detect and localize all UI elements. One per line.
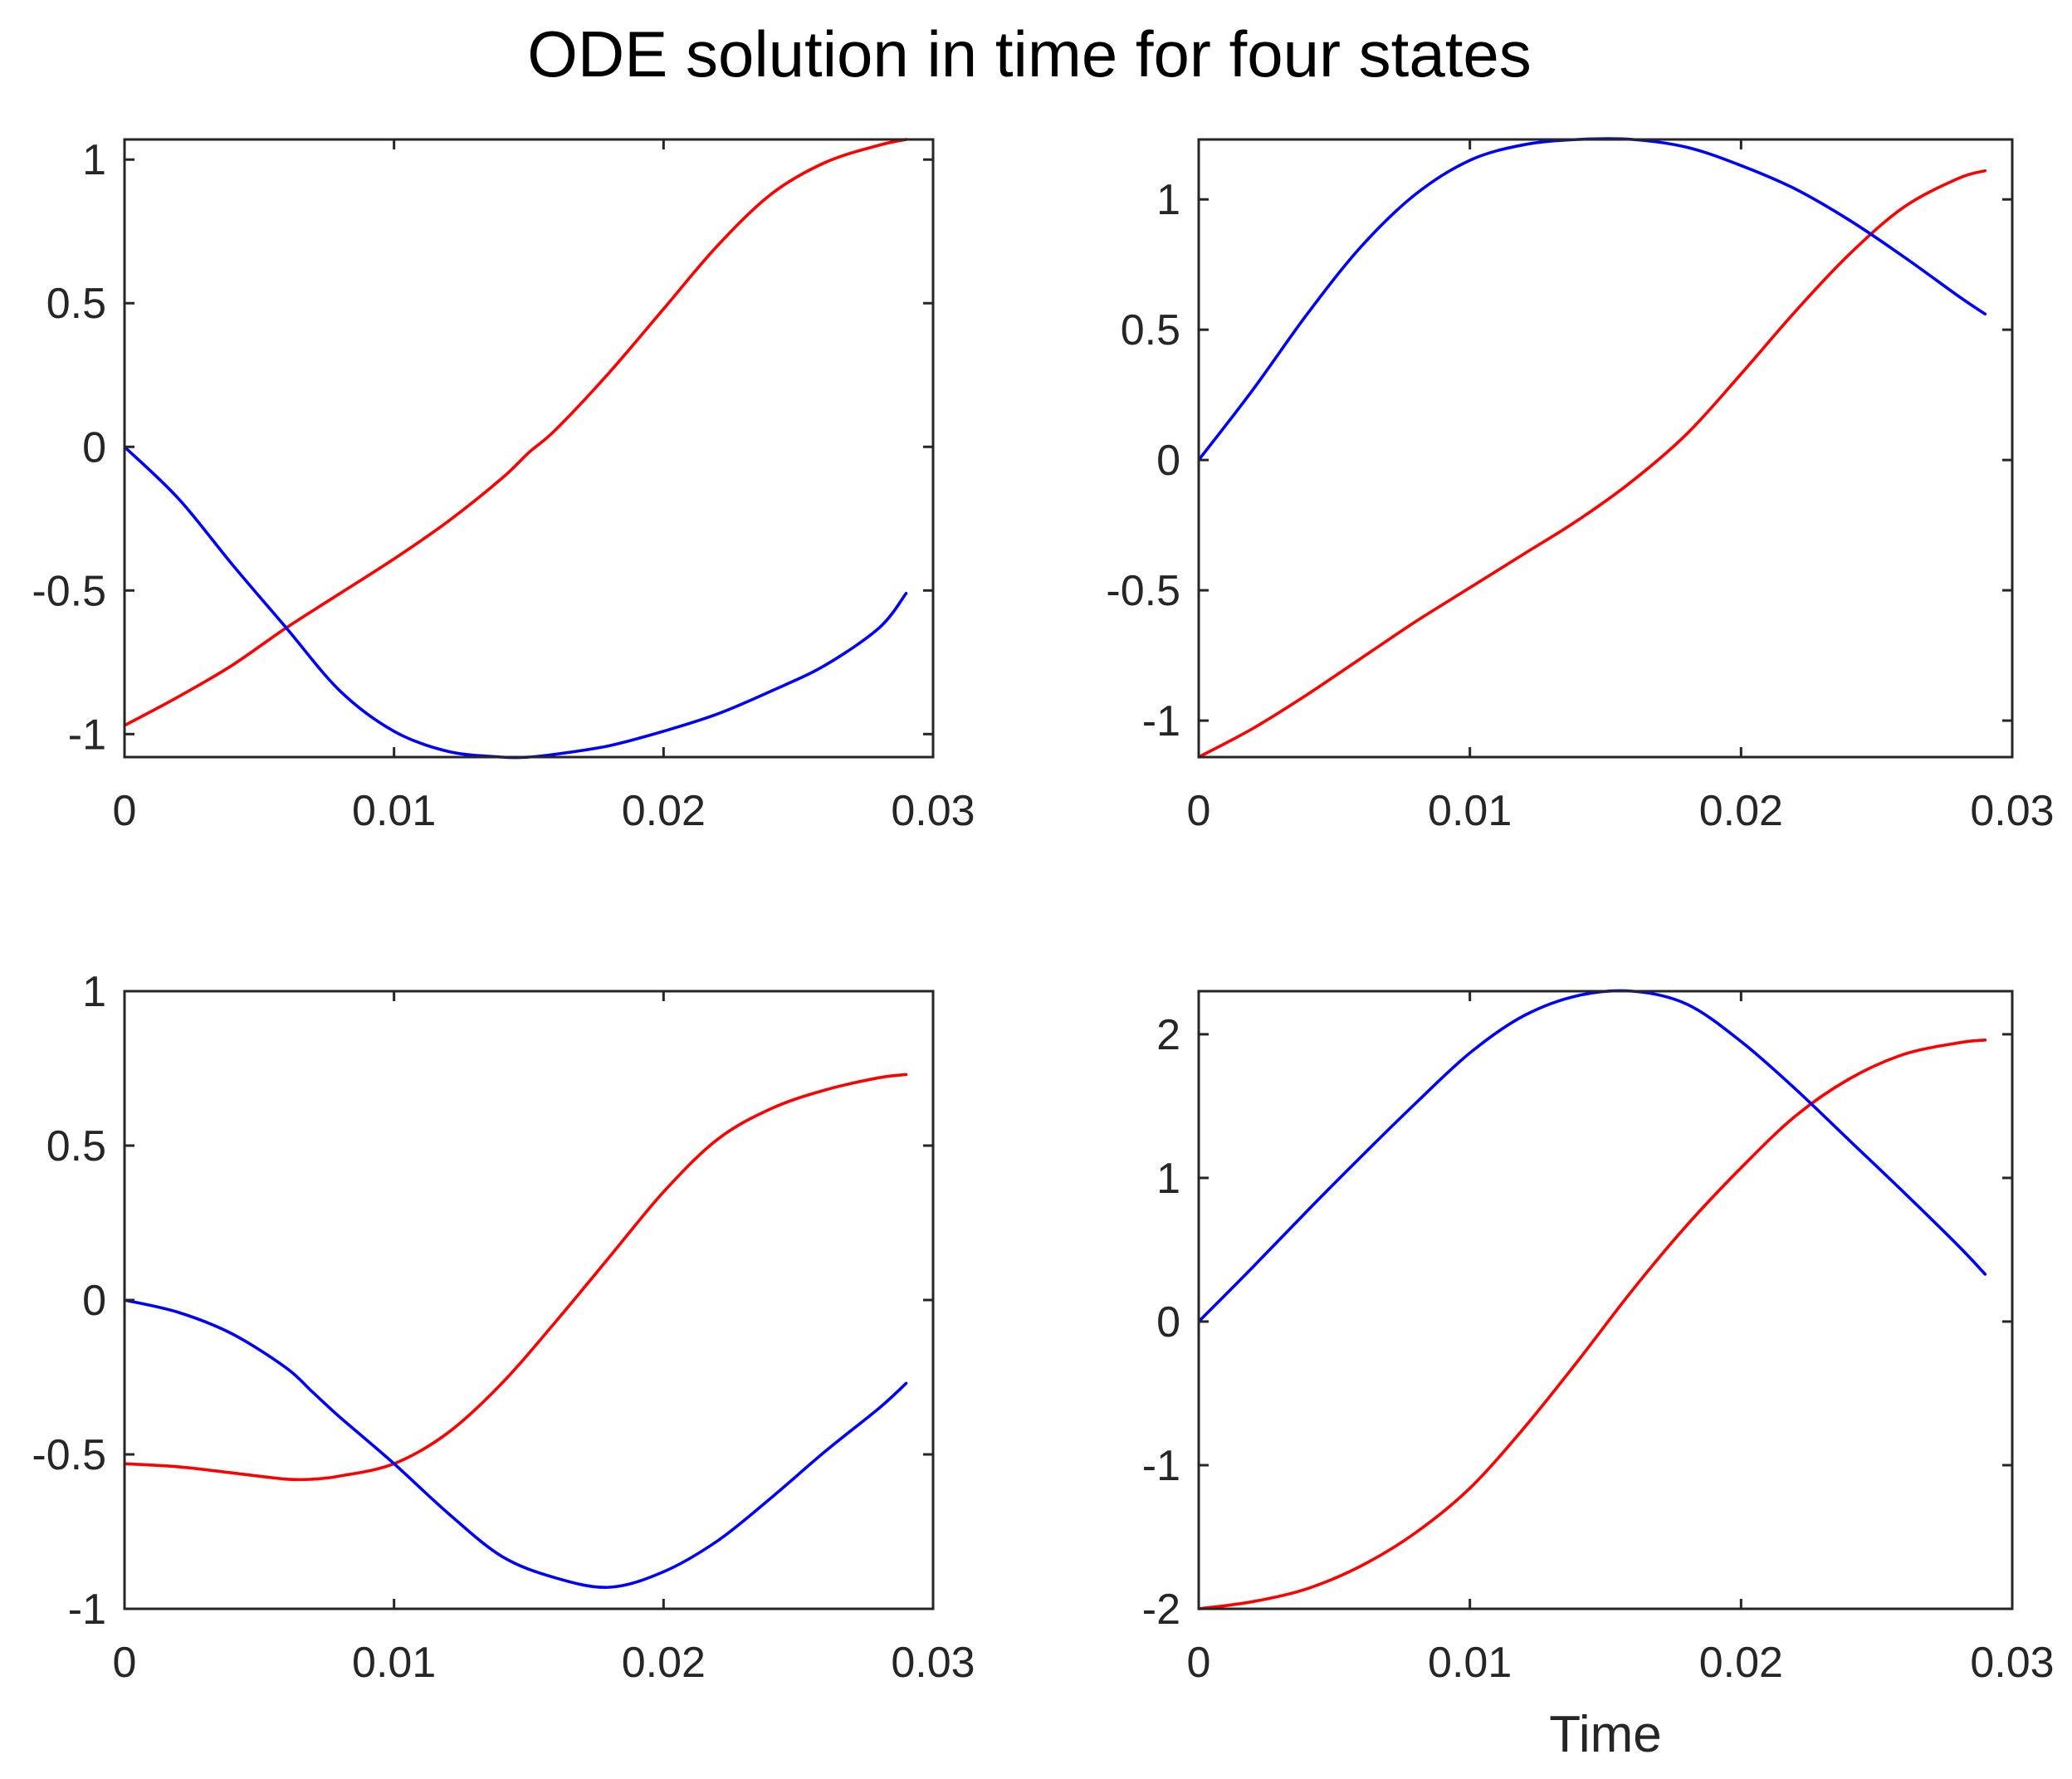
x-tick-label: 0.03	[1970, 787, 2054, 835]
y-tick-label: 0.5	[46, 280, 106, 328]
x-tick-label: 0.03	[891, 1639, 975, 1687]
subplot-bottom-left: 0 0.01 0.02 0.03 -1 -0.5 0 0.5 1	[32, 968, 975, 1687]
series-line-red	[125, 138, 908, 727]
axes-frame	[1197, 990, 2014, 1610]
axes-frame	[123, 990, 935, 1610]
x-tick-label: 0.03	[891, 787, 975, 835]
subplot-top-left: 0 0.01 0.02 0.03 -1 -0.5 0 0.5 1	[32, 136, 975, 835]
y-tick-label: -0.5	[32, 567, 106, 615]
y-tick-label: 0	[1156, 1298, 1180, 1346]
x-tick-label: 0	[1187, 787, 1211, 835]
y-tick-label: -1	[1142, 697, 1180, 745]
x-tick-label: 0.02	[622, 1639, 706, 1687]
x-tick-label: 0.01	[352, 787, 436, 835]
y-tick-label: 1	[1156, 1155, 1180, 1203]
axes-frame	[1197, 138, 2014, 759]
y-tick-label: 0.5	[1121, 306, 1180, 354]
x-tick-label: 0.01	[1428, 1639, 1512, 1687]
axes-frame	[123, 138, 935, 759]
y-tick-label: 2	[1156, 1011, 1180, 1059]
y-tick-label: 1	[1156, 176, 1180, 224]
y-tick-label: 1	[82, 968, 106, 1016]
subplot-bottom-right: 0 0.01 0.02 0.03 -2 -1 0 1 2 Time	[1142, 989, 2055, 1763]
figure-title: ODE solution in time for four states	[527, 17, 1532, 90]
y-tick-label: -0.5	[32, 1431, 106, 1479]
x-tick-label: 0.03	[1970, 1639, 2054, 1687]
x-tick-label: 0.01	[1428, 787, 1512, 835]
x-tick-label: 0	[1187, 1639, 1211, 1687]
y-tick-label: 0.5	[46, 1122, 106, 1171]
y-tick-label: 0	[82, 423, 106, 472]
y-tick-label: -1	[68, 1586, 106, 1634]
x-tick-label: 0.01	[352, 1639, 436, 1687]
y-tick-label: -0.5	[1106, 567, 1180, 615]
series-line-red	[125, 1073, 908, 1482]
y-tick-label: 0	[1156, 437, 1180, 485]
y-tick-label: -1	[68, 711, 106, 759]
series-line-red	[1199, 1039, 1987, 1610]
x-tick-label: 0	[113, 1639, 137, 1687]
y-tick-label: -2	[1142, 1586, 1180, 1634]
y-tick-label: 0	[82, 1277, 106, 1325]
x-tick-label: 0.02	[1699, 787, 1783, 835]
x-tick-label: 0.02	[1699, 1639, 1783, 1687]
x-axis-label: Time	[1549, 1706, 1661, 1763]
subplot-top-right: 0 0.01 0.02 0.03 -1 -0.5 0 0.5 1	[1106, 137, 2055, 835]
y-tick-label: 1	[82, 136, 106, 184]
series-line-blue	[125, 1298, 908, 1589]
y-tick-label: -1	[1142, 1442, 1180, 1490]
x-tick-label: 0	[113, 787, 137, 835]
x-tick-label: 0.02	[622, 787, 706, 835]
subplot-grid: 0 0.01 0.02 0.03 -1 -0.5 0 0.5 1 0 0.01 0.02 0.03 -1 -…	[32, 136, 2054, 1763]
